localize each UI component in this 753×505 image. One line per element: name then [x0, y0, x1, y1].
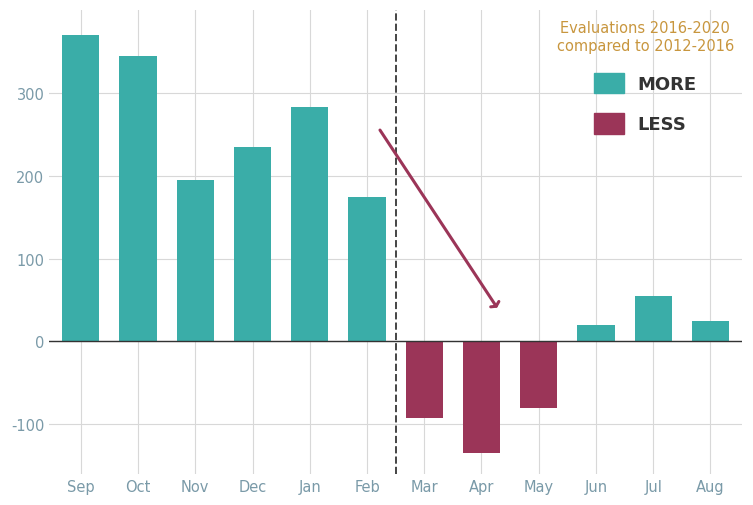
Bar: [635, 296, 672, 342]
Bar: [578, 325, 614, 342]
Bar: [120, 57, 157, 342]
Bar: [291, 108, 328, 342]
Bar: [62, 36, 99, 342]
Bar: [463, 342, 500, 453]
Bar: [692, 321, 729, 342]
Legend: MORE, LESS: MORE, LESS: [550, 15, 740, 141]
Bar: [177, 181, 214, 342]
Bar: [234, 147, 271, 342]
Bar: [520, 342, 557, 408]
Bar: [349, 197, 386, 342]
Bar: [406, 342, 443, 418]
